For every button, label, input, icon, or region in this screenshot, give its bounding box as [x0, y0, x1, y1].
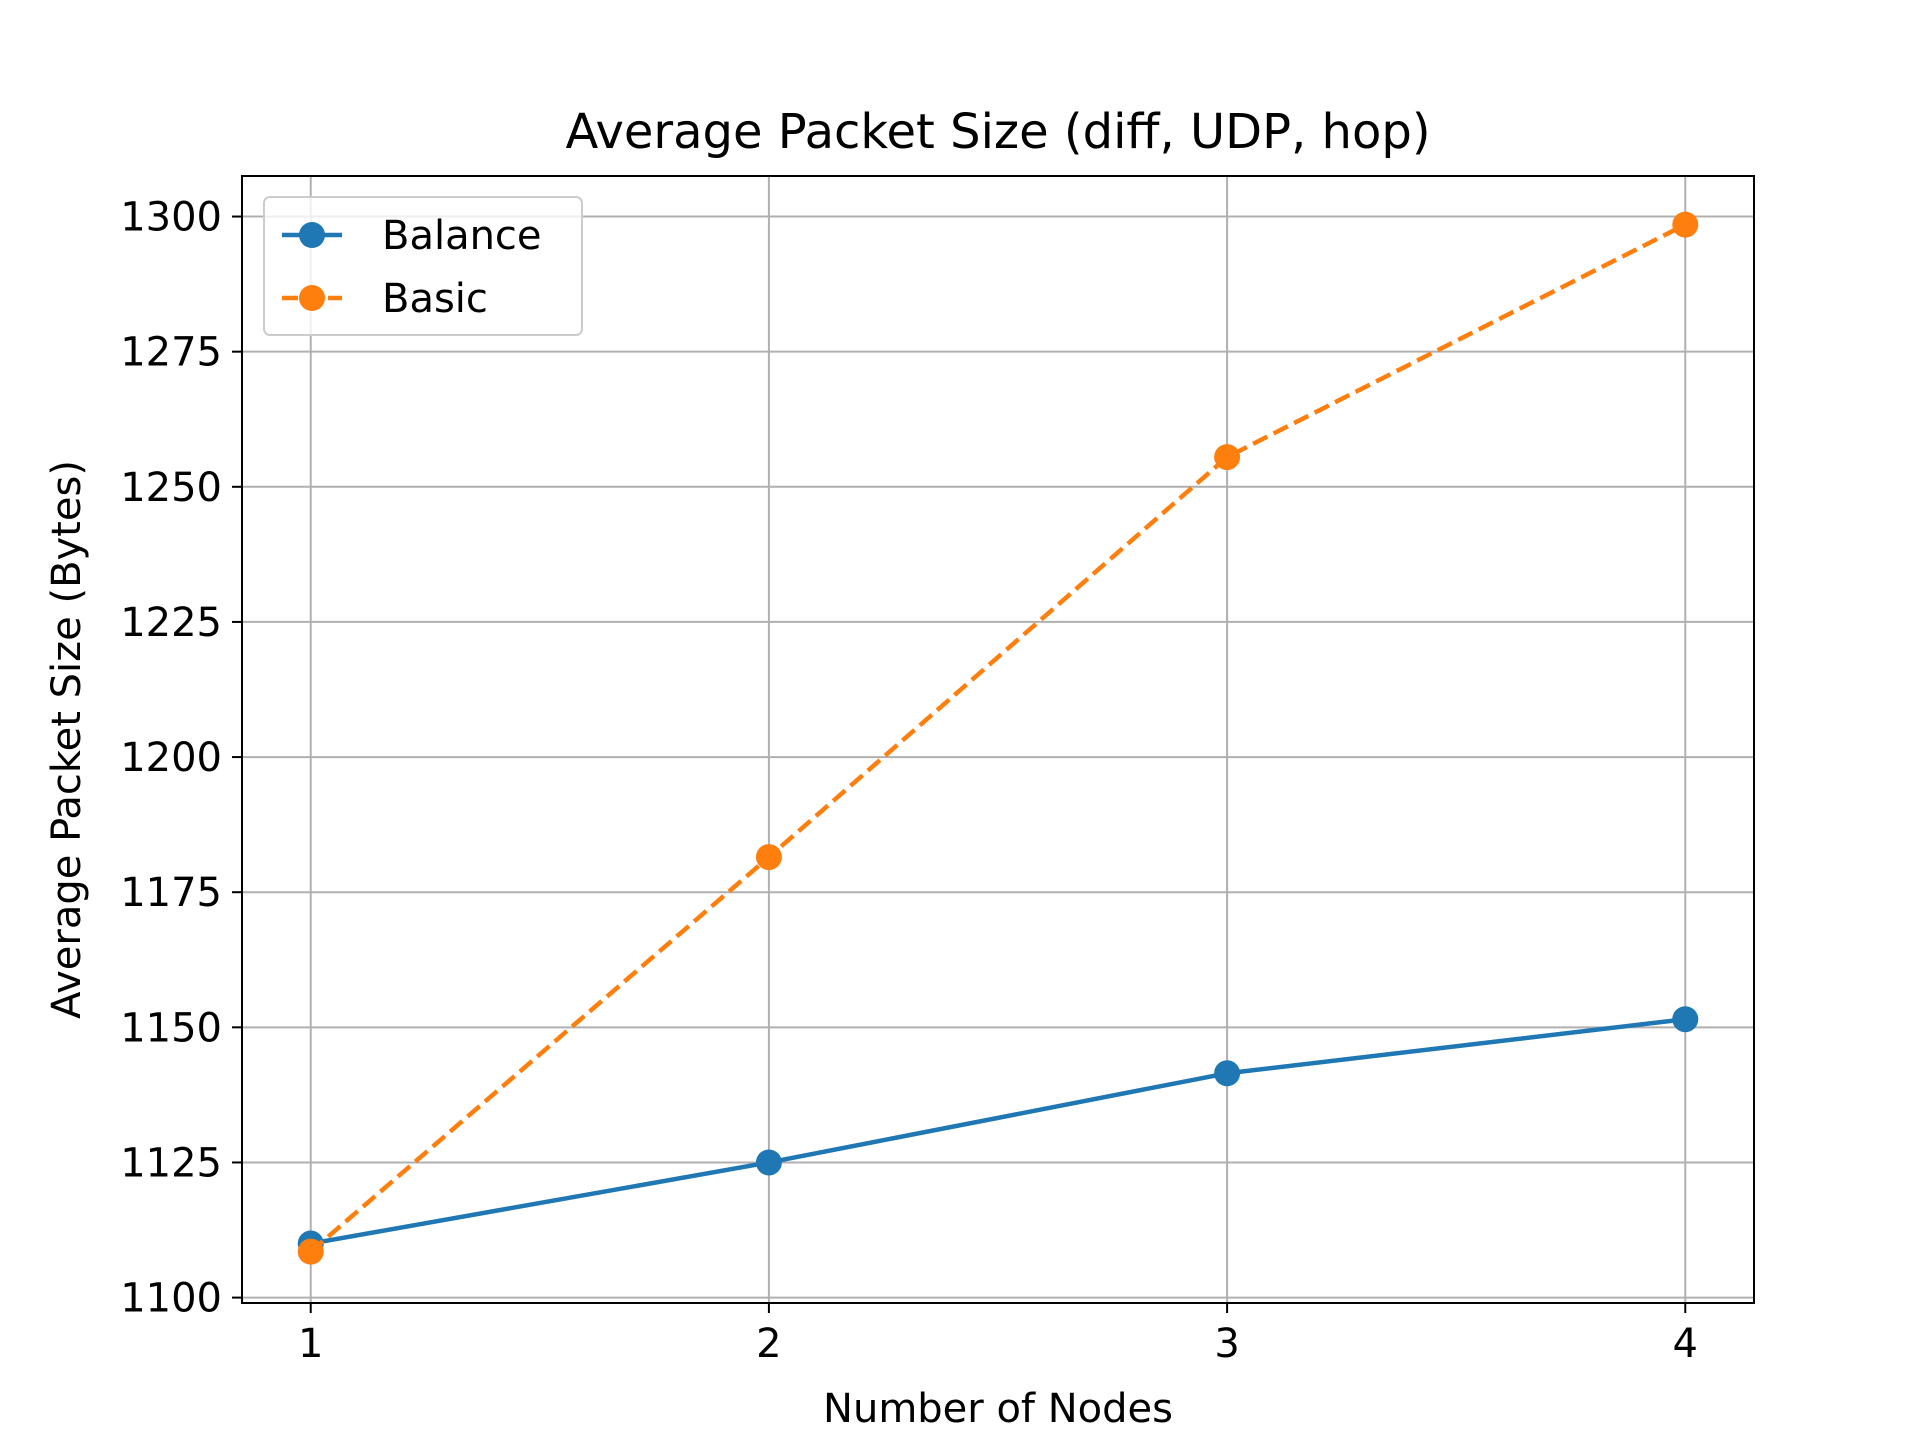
legend-marker-balance	[299, 222, 325, 248]
series-balance	[297, 1006, 1699, 1257]
y-tick-label: 1175	[120, 870, 222, 916]
y-axis-title: Average Packet Size (Bytes)	[44, 460, 90, 1019]
legend-label-balance: Balance	[382, 213, 542, 259]
data-point-basic	[1214, 444, 1241, 471]
y-tick-label: 1100	[120, 1276, 222, 1322]
legend-item-balance: Balance	[282, 213, 542, 259]
x-tick-label: 1	[298, 1321, 323, 1367]
y-tick-label: 1300	[120, 195, 222, 241]
chart-title: Average Packet Size (diff, UDP, hop)	[565, 104, 1430, 160]
legend-label-basic: Basic	[382, 276, 488, 322]
legend-marker-basic	[299, 285, 325, 311]
series-basic	[297, 211, 1699, 1265]
x-tick-label: 2	[756, 1321, 781, 1367]
legend-item-basic: Basic	[282, 276, 488, 322]
x-tick-label: 3	[1214, 1321, 1239, 1367]
x-tick-label: 4	[1673, 1321, 1698, 1367]
y-tick-label: 1225	[120, 600, 222, 646]
series-layer	[297, 211, 1699, 1265]
x-axis-ticks: 1 2 3 4	[298, 1303, 1698, 1367]
y-axis-ticks: 1100 1125 1150 1175 1200 1225 1250 1275 1300	[120, 195, 242, 1322]
x-axis-title: Number of Nodes	[823, 1386, 1173, 1432]
series-line-balance	[310, 1016, 1686, 1246]
series-line-basic	[309, 222, 1687, 1254]
legend: Balance Basic	[263, 196, 583, 336]
data-point-balance	[1672, 1006, 1699, 1033]
data-point-basic	[297, 1238, 324, 1265]
data-point-basic	[755, 844, 782, 871]
data-point-basic	[1672, 211, 1699, 238]
grid	[242, 176, 1754, 1303]
y-tick-label: 1275	[120, 330, 222, 376]
data-point-balance	[1214, 1060, 1241, 1087]
plot-frame	[241, 175, 1755, 1304]
y-tick-label: 1250	[120, 465, 222, 511]
y-tick-label: 1200	[120, 735, 222, 781]
legend-box	[263, 196, 583, 336]
y-tick-label: 1125	[120, 1140, 222, 1186]
data-point-balance	[755, 1149, 782, 1176]
y-tick-label: 1150	[120, 1005, 222, 1051]
